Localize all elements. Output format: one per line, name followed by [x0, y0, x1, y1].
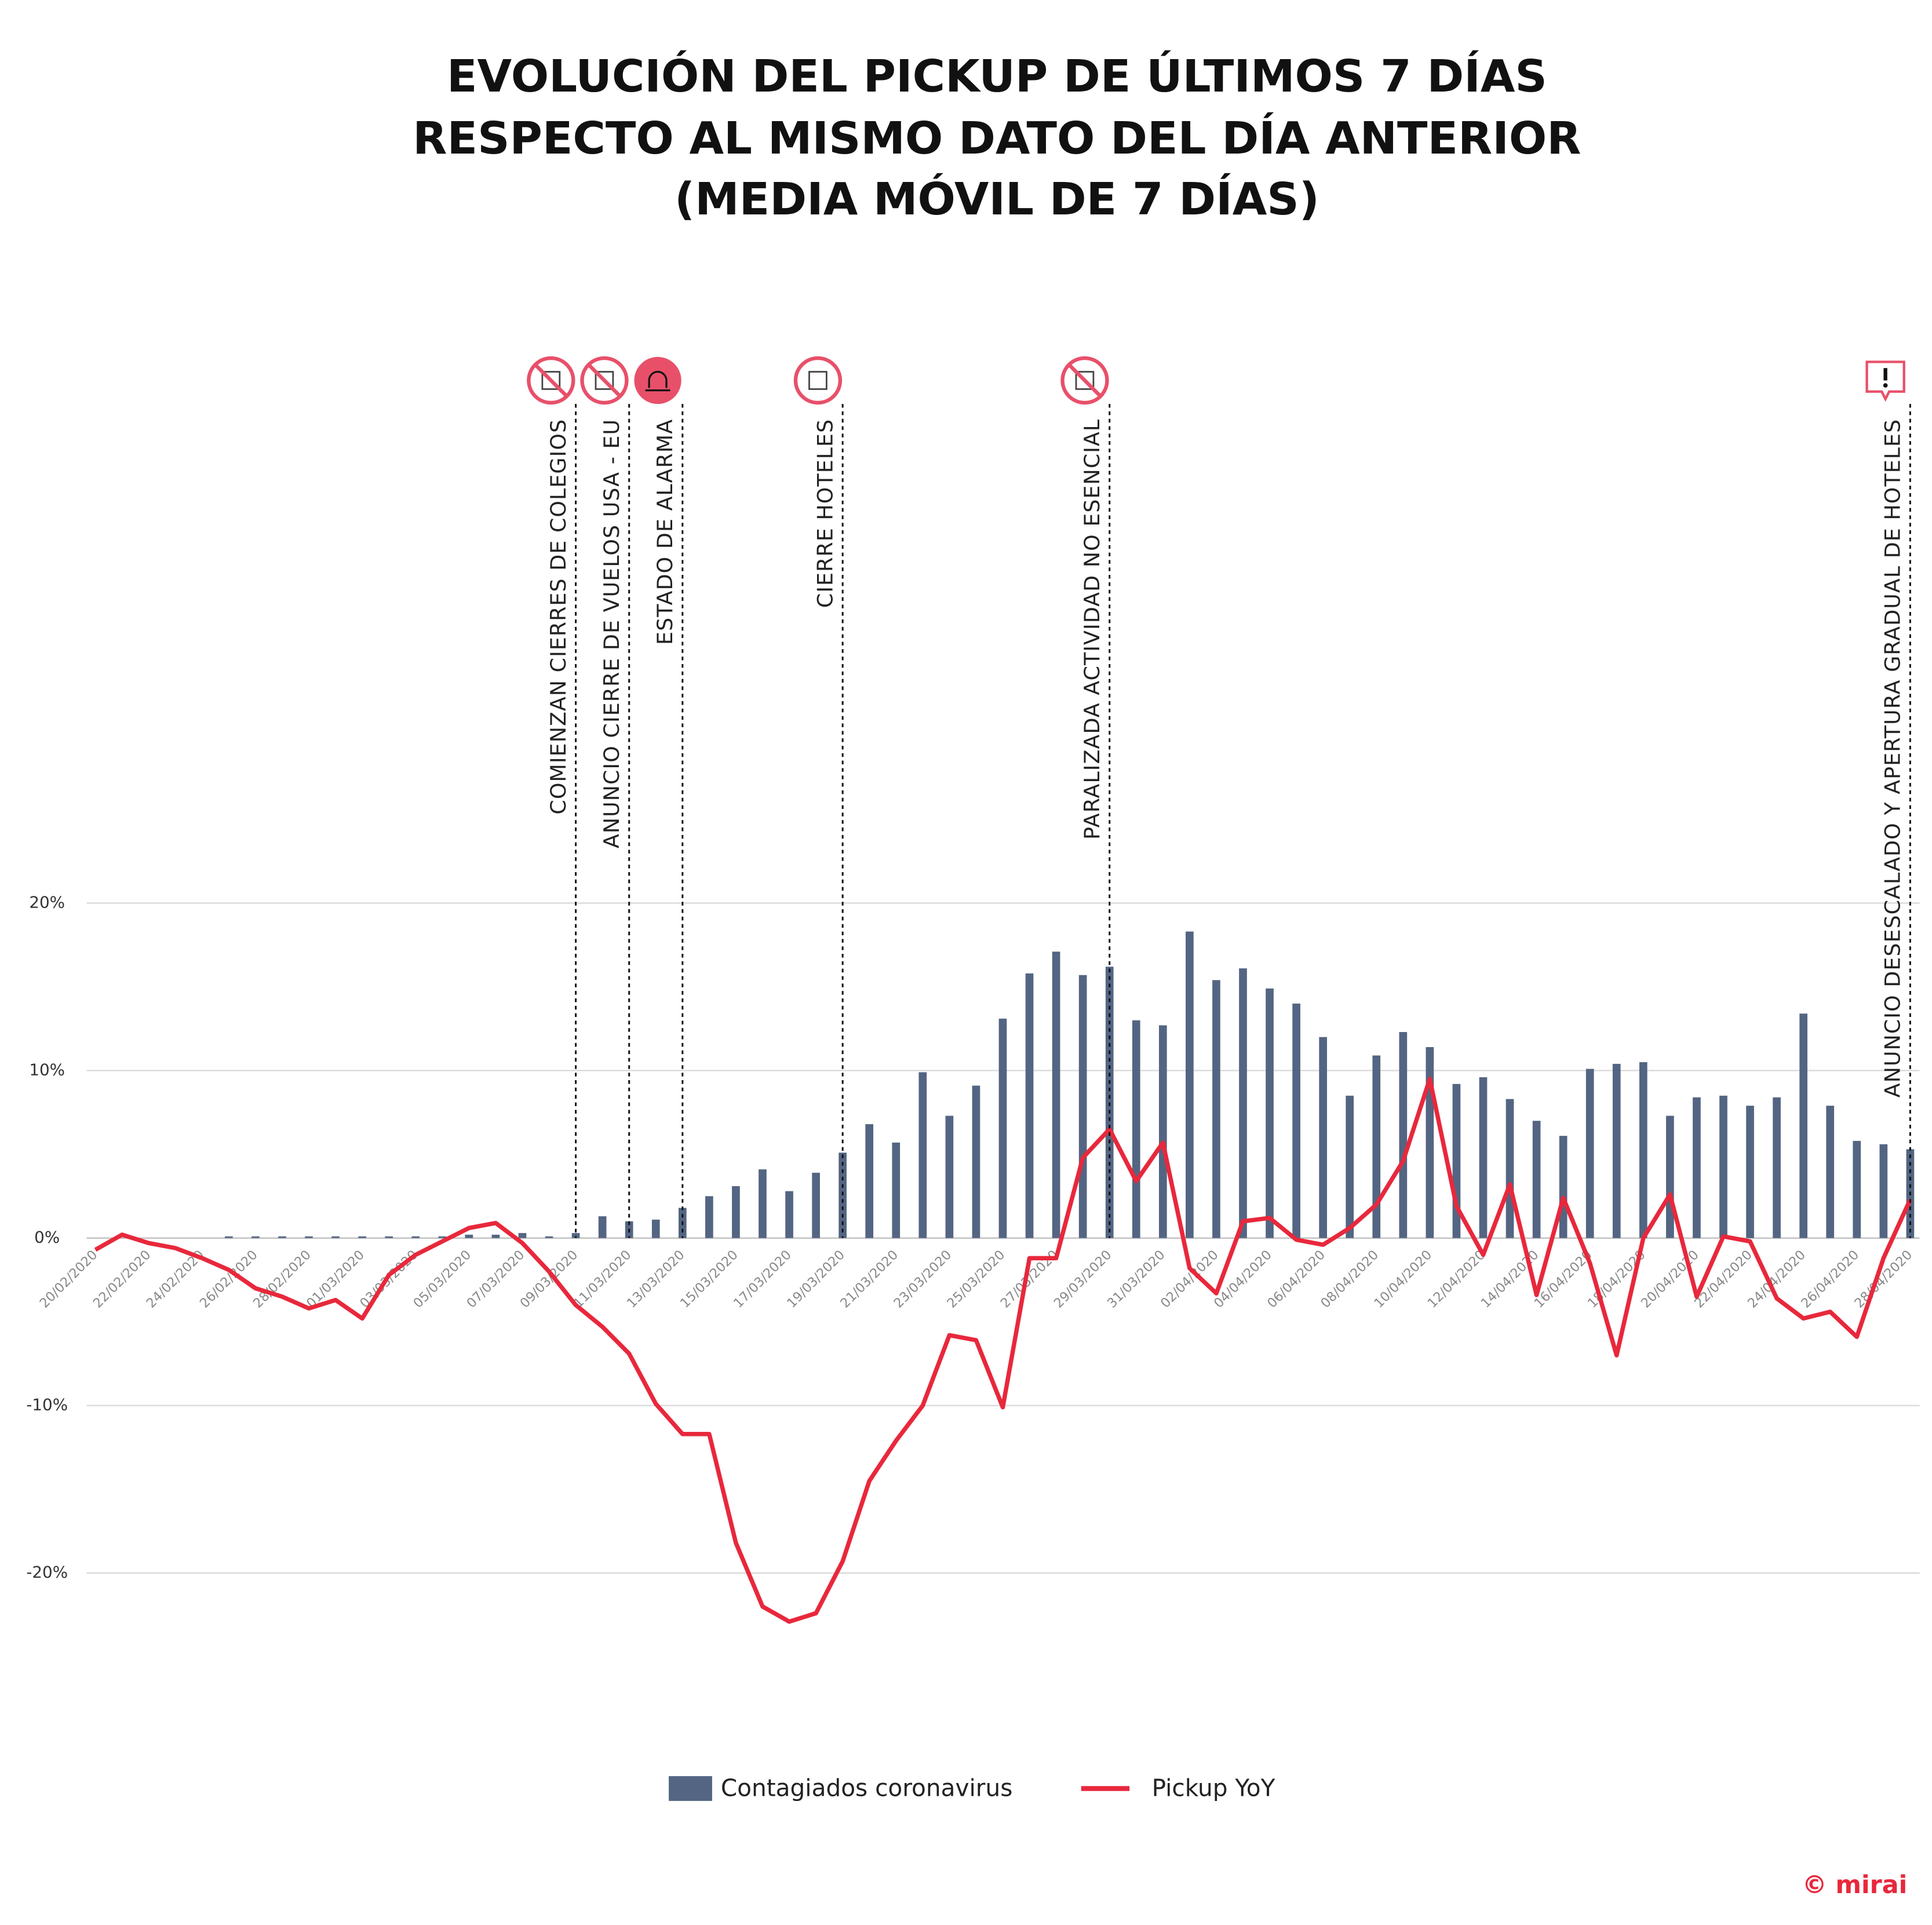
event-label: PARALIZADA ACTIVIDAD NO ESENCIAL	[1080, 419, 1104, 840]
bar	[1052, 951, 1060, 1238]
bar	[945, 1115, 954, 1238]
line	[94, 1077, 1912, 1624]
bar	[1158, 1025, 1167, 1238]
bar	[1719, 1095, 1727, 1238]
event-icon	[1069, 364, 1101, 397]
event-icon	[1075, 371, 1095, 390]
event-icon	[541, 371, 561, 390]
event-icon	[793, 356, 843, 405]
bar	[1186, 931, 1194, 1238]
bar	[785, 1191, 793, 1238]
bar	[972, 1085, 980, 1238]
y-tick-label: 0%	[34, 1228, 60, 1247]
bar	[571, 1233, 580, 1238]
bar	[545, 1236, 553, 1238]
bar	[1372, 1055, 1381, 1238]
legend-swatch	[669, 1776, 712, 1801]
bar	[491, 1234, 500, 1238]
bar	[331, 1236, 340, 1238]
bar	[1266, 988, 1274, 1238]
event-label: ANUNCIO CIERRE DE VUELOS USA - EU	[599, 419, 624, 848]
event-icon	[595, 371, 614, 390]
bar	[518, 1233, 527, 1238]
bar	[998, 1018, 1007, 1238]
bar	[598, 1216, 607, 1238]
bar	[759, 1169, 767, 1238]
bar	[1879, 1144, 1888, 1238]
y-tick-label: -20%	[26, 1563, 68, 1582]
bar	[1559, 1136, 1568, 1238]
bar	[1853, 1140, 1861, 1238]
bar	[1826, 1106, 1835, 1238]
bar	[1212, 980, 1220, 1238]
bar	[1078, 975, 1087, 1238]
event-icon	[1883, 383, 1888, 388]
event-label: COMIENZAN CIERRES DE COLEGIOS	[546, 419, 571, 815]
bar	[812, 1172, 820, 1238]
bar	[1105, 967, 1114, 1238]
bar	[839, 1153, 847, 1238]
bar	[1746, 1106, 1754, 1238]
bar	[251, 1236, 260, 1238]
bar	[1799, 1013, 1807, 1238]
bar	[918, 1072, 927, 1238]
bar	[1505, 1099, 1514, 1238]
bar	[438, 1236, 447, 1238]
bar	[385, 1236, 393, 1238]
bar	[1319, 1037, 1327, 1238]
bar	[732, 1186, 740, 1238]
bar	[892, 1142, 901, 1238]
bar	[411, 1236, 420, 1238]
event-label: ANUNCIO DESESCALADO Y APERTURA GRADUAL D…	[1880, 419, 1905, 1098]
event-icon	[588, 364, 621, 397]
chart-title: EVOLUCIÓN DEL PICKUP DE ÚLTIMOS 7 DÍAS	[447, 50, 1547, 103]
bar	[305, 1236, 313, 1238]
event-icon	[645, 371, 670, 392]
legend-label: Pickup YoY	[1152, 1774, 1275, 1802]
event-icon	[634, 356, 681, 404]
y-tick-label: 10%	[29, 1060, 65, 1079]
bar	[1399, 1031, 1408, 1238]
bar	[1773, 1097, 1781, 1238]
bar	[1532, 1121, 1541, 1238]
bar	[225, 1236, 233, 1238]
bar	[465, 1234, 473, 1238]
bar	[1426, 1047, 1434, 1238]
bar	[1239, 968, 1247, 1238]
bar	[1612, 1063, 1621, 1238]
bar	[1132, 1020, 1140, 1238]
bar	[1639, 1062, 1647, 1238]
event-label: CIERRE HOTELES	[812, 419, 837, 608]
bar	[1585, 1069, 1594, 1238]
bar	[358, 1236, 366, 1238]
bar	[1693, 1097, 1701, 1238]
bar	[278, 1236, 286, 1238]
bar	[1346, 1095, 1354, 1238]
bar	[865, 1124, 874, 1238]
event-icon	[534, 364, 567, 397]
bar	[1666, 1115, 1674, 1238]
chart-title: (MEDIA MÓVIL DE 7 DÍAS)	[675, 173, 1319, 225]
bar	[1025, 973, 1034, 1238]
y-tick-label: -10%	[26, 1395, 68, 1414]
legend-label: Contagiados coronavirus	[721, 1774, 1013, 1802]
event-icon	[808, 371, 828, 390]
footer: © mirai	[1802, 1871, 1907, 1900]
bar	[705, 1196, 713, 1238]
bar	[1292, 1003, 1300, 1238]
event-label: ESTADO DE ALARMA	[652, 419, 677, 645]
bar	[1479, 1077, 1488, 1238]
bar	[651, 1219, 660, 1238]
y-tick-label: 20%	[29, 892, 65, 912]
chart-title: RESPECTO AL MISMO DATO DEL DÍA ANTERIOR	[413, 112, 1581, 165]
